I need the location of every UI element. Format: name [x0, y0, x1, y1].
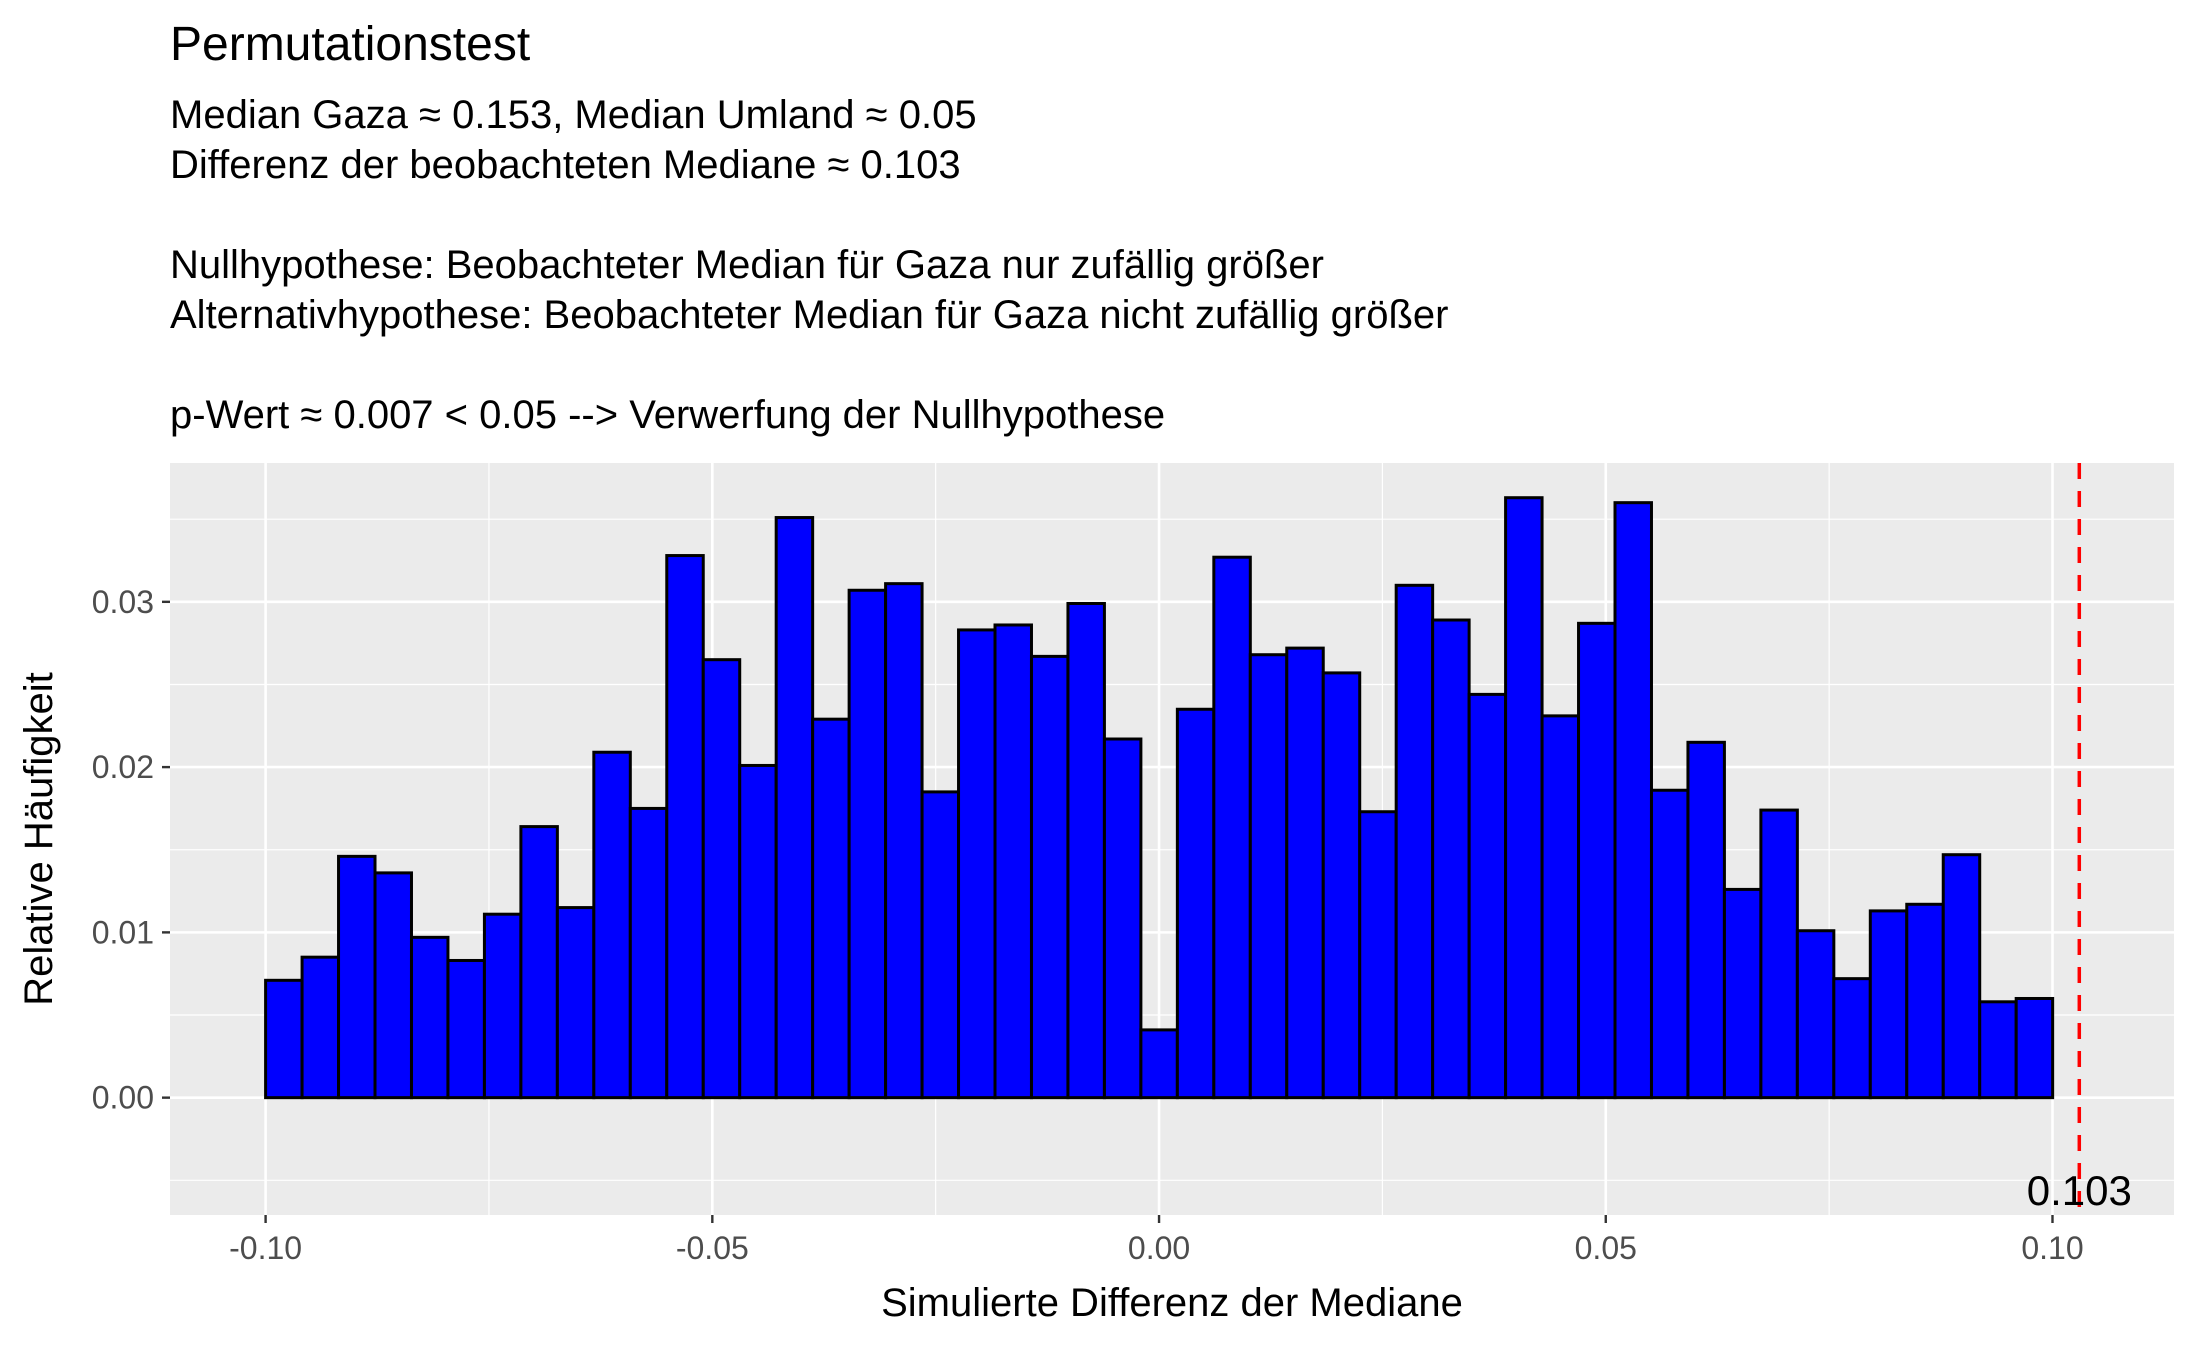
- y-tick-label: 0.00: [92, 1080, 154, 1116]
- histogram-bar: [1795, 929, 1836, 1100]
- reference-line-group: 0.103: [2027, 463, 2132, 1215]
- chart-subtitle: Median Gaza ≈ 0.153, Median Umland ≈ 0.0…: [170, 93, 1448, 437]
- histogram-bar: [1029, 654, 1070, 1100]
- histogram-bar: [1504, 496, 1544, 1100]
- axes: -0.10 -0.05 0.00 0.05 0.10 0.00 0.01 0.02 0.03: [92, 584, 2084, 1266]
- subtitle-line: Median Gaza ≈ 0.153, Median Umland ≈ 0.0…: [170, 93, 977, 137]
- histogram-bar: [1868, 909, 1909, 1100]
- subtitle-line: Nullhypothese: Beobachteter Median für G…: [170, 243, 1324, 287]
- histogram-bar: [1540, 714, 1581, 1100]
- histogram-bar: [1613, 501, 1653, 1100]
- subtitle-line: Alternativhypothese: Beobachteter Median…: [170, 293, 1448, 337]
- histogram-bar: [1467, 692, 1508, 1100]
- histogram-bar: [884, 582, 924, 1100]
- histogram-bar: [1759, 808, 1799, 1100]
- x-tick-label: 0.00: [1128, 1230, 1190, 1266]
- x-tick-label: 0.10: [2021, 1230, 2083, 1266]
- x-tick-label: -0.05: [676, 1230, 749, 1266]
- chart-titles: Permutationstest Median Gaza ≈ 0.153, Me…: [170, 18, 1448, 437]
- histogram-bar: [373, 871, 413, 1100]
- subtitle-line: p-Wert ≈ 0.007 < 0.05 --> Verwerfung der…: [170, 393, 1165, 437]
- histogram-bar: [1212, 555, 1252, 1100]
- histogram-bar: [1722, 887, 1763, 1100]
- histogram-bar: [2014, 996, 2055, 1100]
- histogram-bar: [1066, 601, 1106, 1100]
- histogram-bar: [446, 958, 486, 1100]
- histogram-bar: [592, 750, 632, 1100]
- histogram-bar: [847, 588, 888, 1100]
- histogram-bar: [300, 955, 341, 1100]
- histogram-bar: [1139, 1028, 1179, 1100]
- histogram-bar: [738, 763, 778, 1100]
- histogram-bar: [519, 825, 559, 1100]
- y-tick-label: 0.01: [92, 914, 154, 950]
- y-tick-label: 0.03: [92, 584, 154, 620]
- x-axis-title: Simulierte Differenz der Mediane: [881, 1281, 1463, 1325]
- histogram-bar: [1649, 788, 1690, 1100]
- x-tick-label: 0.05: [1575, 1230, 1637, 1266]
- histogram-bar: [993, 623, 1033, 1100]
- x-tick-label: -0.10: [229, 1230, 302, 1266]
- plot-panel: [170, 463, 2174, 1215]
- histogram-bar: [337, 854, 377, 1100]
- histogram-bar: [1686, 740, 1726, 1100]
- histogram-bar: [1248, 653, 1289, 1100]
- histogram-bar: [409, 935, 450, 1100]
- chart-title: Permutationstest: [170, 18, 530, 71]
- histogram-bar: [628, 806, 669, 1100]
- y-tick-label: 0.02: [92, 749, 154, 785]
- histogram-bar: [957, 628, 997, 1100]
- histogram-bar: [811, 717, 851, 1100]
- histogram-bar: [1431, 618, 1471, 1100]
- histogram-bar: [1358, 810, 1398, 1100]
- histogram-bar: [665, 554, 705, 1100]
- histogram-bar: [1905, 902, 1945, 1100]
- histogram-bar: [920, 790, 961, 1100]
- histogram-bar: [1394, 583, 1435, 1100]
- histogram-bar: [555, 906, 596, 1100]
- histogram-bar: [264, 978, 304, 1100]
- histogram-bar: [1978, 1000, 2018, 1100]
- histogram-bar: [1285, 646, 1325, 1100]
- y-axis-title: Relative Häufigkeit: [17, 672, 61, 1006]
- histogram-bar: [1102, 737, 1143, 1100]
- subtitle-line: Differenz der beobachteten Mediane ≈ 0.1…: [170, 143, 961, 187]
- histogram-bar: [482, 912, 523, 1100]
- histogram-bar: [1321, 671, 1362, 1100]
- histogram-bar: [701, 658, 742, 1100]
- histogram-bar: [1175, 707, 1216, 1100]
- histogram-bar: [1577, 621, 1617, 1100]
- histogram-bar: [1941, 853, 1982, 1100]
- histogram-bars: [264, 496, 2055, 1100]
- histogram-bar: [774, 516, 815, 1100]
- histogram-bar: [1832, 977, 1872, 1100]
- observed-difference-label: 0.103: [2027, 1167, 2132, 1214]
